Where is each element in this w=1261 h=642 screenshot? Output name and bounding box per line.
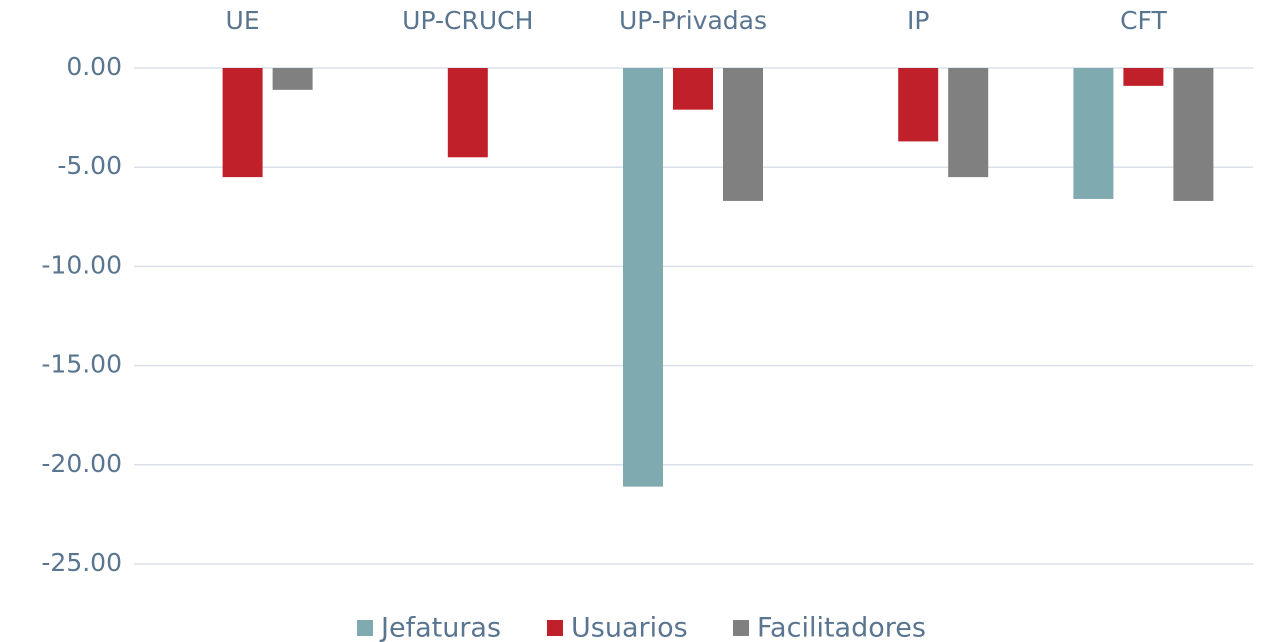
bar xyxy=(1073,68,1114,199)
legend-swatch xyxy=(357,620,373,636)
x-tick-label: IP xyxy=(907,6,929,35)
bar xyxy=(447,68,488,158)
bar xyxy=(1173,68,1214,201)
legend-label: Usuarios xyxy=(571,613,688,642)
bar xyxy=(222,68,263,178)
x-tick-label: UP-Privadas xyxy=(619,6,767,35)
bar xyxy=(723,68,763,201)
bar xyxy=(673,68,713,110)
x-tick-label: UE xyxy=(226,6,260,35)
legend-label: Jefaturas xyxy=(379,613,501,642)
bar xyxy=(898,68,939,142)
legend-label: Facilitadores xyxy=(757,613,926,642)
bar xyxy=(1123,68,1164,86)
bar xyxy=(623,68,663,487)
y-tick-label: -20.00 xyxy=(41,449,122,478)
x-tick-label: CFT xyxy=(1120,6,1167,35)
legend-swatch xyxy=(733,620,749,636)
y-tick-label: -25.00 xyxy=(41,548,122,577)
x-tick-label: UP-CRUCH xyxy=(402,6,533,35)
legend-swatch xyxy=(547,620,563,636)
bar xyxy=(272,68,313,90)
y-tick-label: -15.00 xyxy=(41,350,122,379)
y-tick-label: -10.00 xyxy=(41,250,122,279)
y-tick-label: 0.00 xyxy=(66,52,122,81)
bar xyxy=(948,68,989,178)
y-tick-label: -5.00 xyxy=(57,151,122,180)
